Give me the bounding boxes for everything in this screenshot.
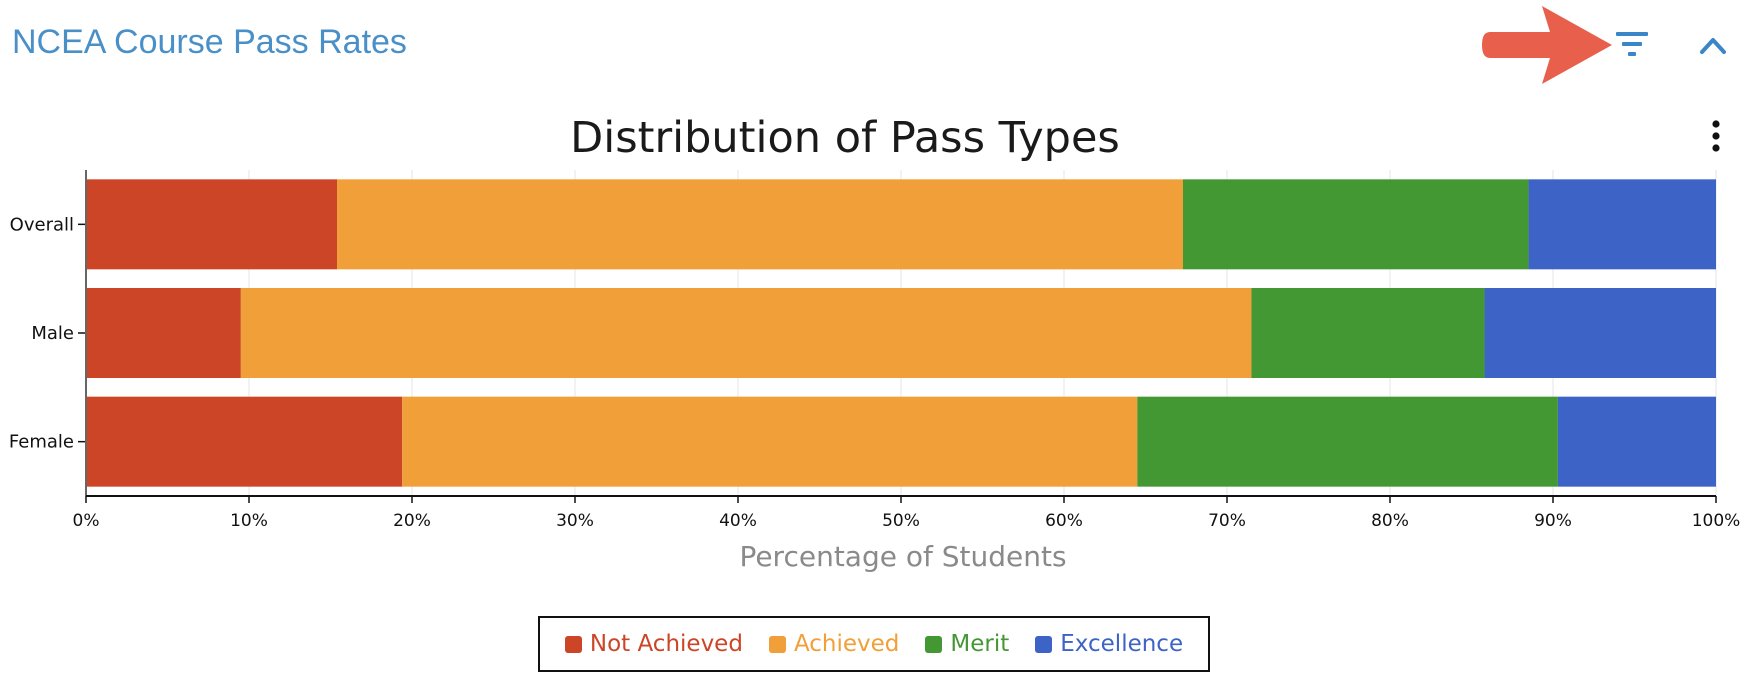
legend-item[interactable]: Excellence [1035, 631, 1183, 657]
y-tick-label: Female [9, 432, 74, 453]
bar-segment[interactable] [86, 288, 241, 378]
legend-swatch [1035, 635, 1053, 653]
bar-segment[interactable] [1251, 288, 1485, 378]
filter-button[interactable] [1608, 24, 1654, 64]
legend-item[interactable]: Not Achieved [564, 631, 743, 657]
x-tick-label: 60% [1045, 511, 1083, 531]
x-axis-title: Percentage of Students [739, 540, 1066, 573]
chart-legend: Not Achieved Achieved Merit Excellence [538, 616, 1210, 672]
x-tick-label: 80% [1371, 511, 1409, 531]
x-tick-label: 70% [1208, 511, 1246, 531]
x-tick-label: 100% [1692, 511, 1741, 531]
legend-label: Merit [950, 631, 1010, 657]
red-arrow-icon [1482, 6, 1612, 84]
bar-segment[interactable] [1137, 396, 1558, 487]
chart-menu-button[interactable] [1700, 114, 1732, 158]
collapse-button[interactable] [1690, 24, 1736, 64]
legend-item[interactable]: Achieved [768, 631, 900, 657]
chevron-up-icon [1700, 38, 1726, 54]
chart-axes: 0% 10% 20% 30% 40% 50% 60% 70% 80% 90% 100% Overall… [9, 170, 1740, 531]
legend-label: Achieved [793, 631, 900, 657]
y-tick-label: Male [31, 323, 74, 344]
bar-segment[interactable] [240, 288, 1252, 378]
bar-segment[interactable] [86, 179, 338, 270]
y-tick-label: Overall [10, 214, 74, 235]
panel-title: NCEA Course Pass Rates [12, 23, 407, 61]
bar-segment[interactable] [1528, 179, 1716, 270]
x-tick-label: 90% [1534, 511, 1572, 531]
bar-segment[interactable] [402, 396, 1138, 487]
x-tick-label: 20% [393, 511, 431, 531]
bar-segment[interactable] [337, 179, 1183, 270]
legend-item[interactable]: Merit [925, 631, 1009, 657]
vertical-ellipsis-icon [1712, 120, 1720, 152]
chart-title: Distribution of Pass Types [570, 113, 1120, 163]
stacked-bar-chart: Distribution of Pass Types 0% 10% 20% 30% 40… [9, 113, 1740, 573]
bar-segment[interactable] [1182, 179, 1529, 270]
x-tick-label: 30% [556, 511, 594, 531]
bar-segment[interactable] [86, 396, 403, 487]
x-tick-label: 50% [882, 511, 920, 531]
filter-icon [1616, 32, 1648, 56]
x-tick-label: 40% [719, 511, 757, 531]
bar-segment[interactable] [1484, 288, 1716, 378]
x-tick-label: 0% [73, 511, 100, 531]
bar-segment[interactable] [1557, 396, 1716, 487]
chart-bars [86, 179, 1716, 487]
x-tick-label: 10% [230, 511, 268, 531]
legend-swatch [768, 635, 786, 653]
legend-label: Not Achieved [589, 631, 743, 657]
legend-swatch [925, 635, 943, 653]
legend-swatch [564, 635, 582, 653]
legend-label: Excellence [1060, 631, 1184, 657]
